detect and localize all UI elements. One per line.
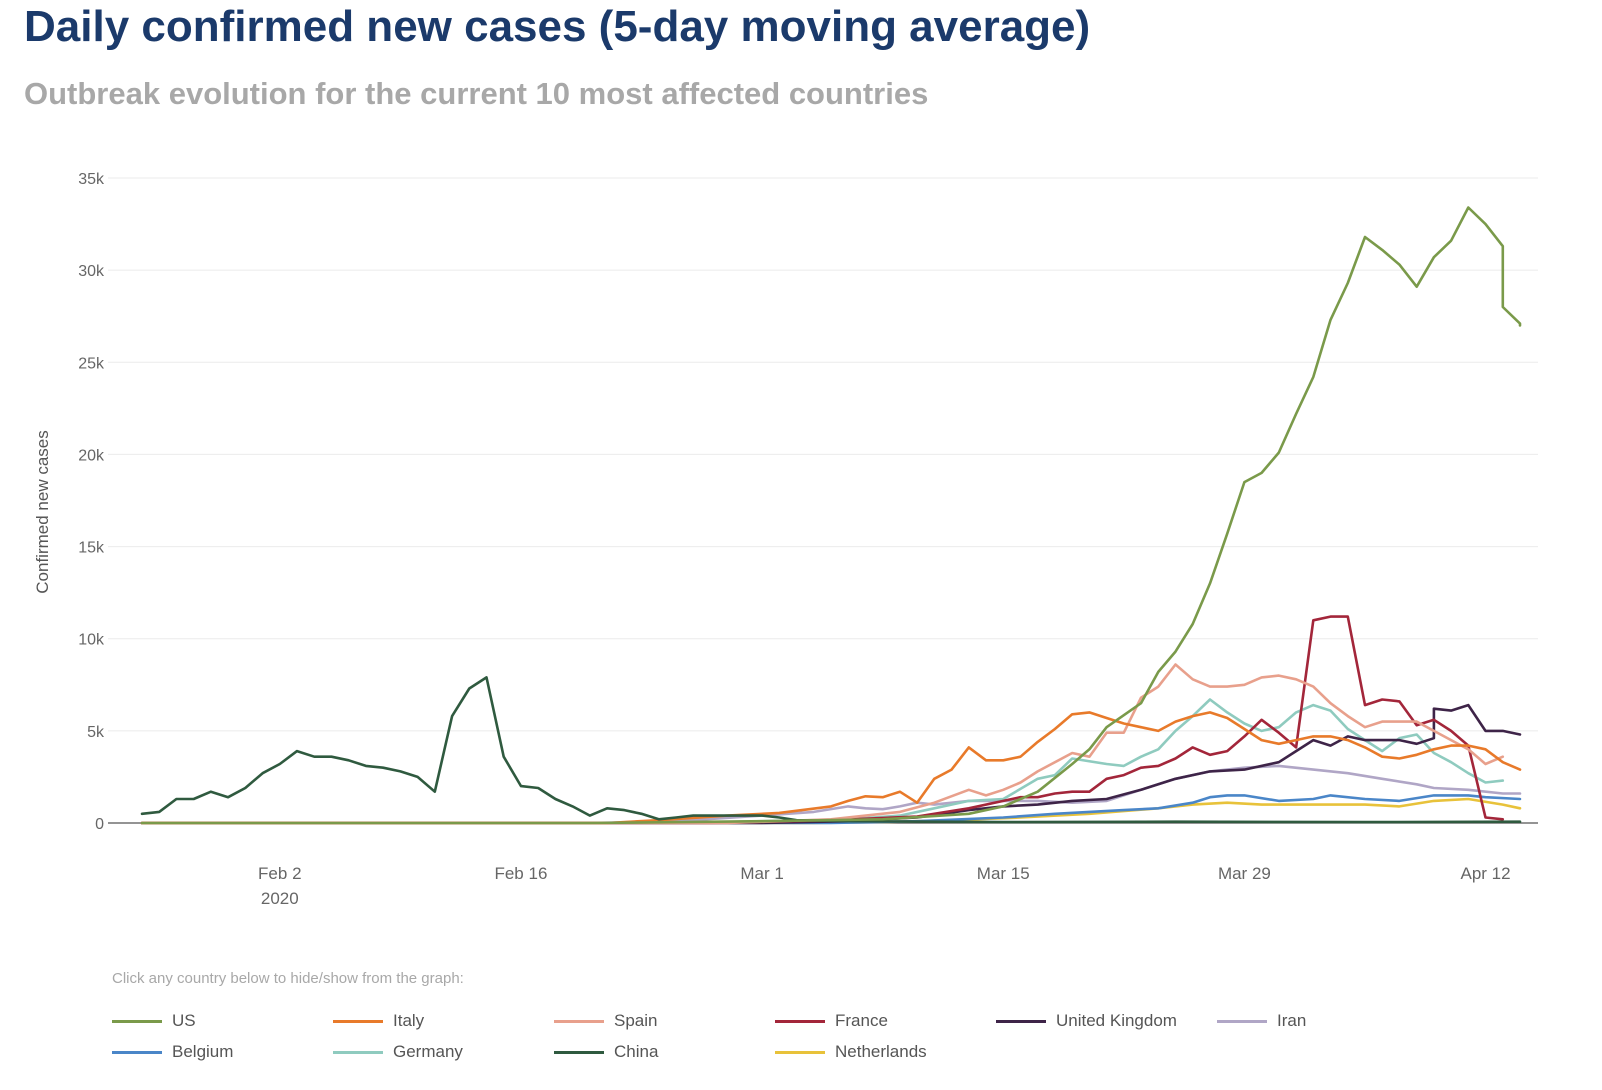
legend-item-iran[interactable]: Iran [1217,1008,1306,1034]
legend-swatch [775,1050,825,1054]
legend-label: Netherlands [835,1042,927,1061]
chart-subtitle: Outbreak evolution for the current 10 mo… [24,76,929,111]
legend-item-us[interactable]: US [112,1008,196,1034]
legend-swatch [996,1019,1046,1023]
x-tick-label: Mar 1 [740,864,783,883]
series-line-belgium[interactable] [140,794,1522,825]
y-tick-label: 20k [78,447,105,464]
legend-item-spain[interactable]: Spain [554,1008,657,1034]
legend-item-italy[interactable]: Italy [333,1008,424,1034]
y-tick-label: 30k [78,263,105,280]
legend-item-china[interactable]: China [554,1039,658,1065]
legend-item-netherlands[interactable]: Netherlands [775,1039,927,1065]
chart-title: Daily confirmed new cases (5-day moving … [24,2,1091,51]
series-line-spain[interactable] [140,663,1505,825]
legend-label: Belgium [172,1042,234,1061]
y-tick-label: 5k [87,724,105,741]
legend-swatch [333,1050,383,1054]
gridlines [108,177,1538,824]
y-axis-label: Confirmed new cases [33,430,52,593]
x-tick-label: Mar 29 [1218,864,1271,883]
x-tick-label: Apr 12 [1461,864,1511,883]
y-tick-label: 35k [78,171,105,188]
legend-label: US [172,1011,196,1030]
legend-swatch [112,1019,162,1023]
legend-label: France [835,1011,888,1030]
x-axis: Feb 2 Feb 16 Mar 1 Mar 15 Mar 29 Apr 12 2020 [258,864,1511,908]
y-tick-label: 0 [95,816,104,833]
x-tick-label: Feb 2 [258,864,301,883]
legend-item-united-kingdom[interactable]: United Kingdom [996,1008,1177,1034]
legend-swatch [554,1050,604,1054]
series-line-italy[interactable] [140,711,1522,825]
legend-label: United Kingdom [1056,1011,1177,1030]
legend-label: Iran [1277,1011,1307,1030]
legend-item-belgium[interactable]: Belgium [112,1039,233,1065]
series-line-united-kingdom[interactable] [140,703,1522,825]
legend-item-france[interactable]: France [775,1008,888,1034]
legend-label: Germany [393,1042,463,1061]
series-line-iran[interactable] [140,764,1522,825]
x-tick-label: Feb 16 [494,864,547,883]
legend-swatch [333,1019,383,1023]
legend-swatch [1217,1019,1267,1023]
y-tick-label: 25k [78,355,105,372]
legend-label: Italy [393,1011,425,1030]
x-year-label: 2020 [261,889,299,908]
legend-hint: Click any country below to hide/show fro… [112,970,464,987]
series-line-us[interactable] [140,206,1522,825]
y-tick-label: 10k [78,632,105,649]
series-lines [140,206,1522,825]
legend-label: Spain [614,1011,658,1030]
legend-item-germany[interactable]: Germany [333,1039,463,1065]
series-line-france[interactable] [140,615,1505,825]
x-tick-label: Mar 15 [977,864,1030,883]
series-line-germany[interactable] [140,698,1505,825]
legend-label: China [614,1042,659,1061]
y-axis: 0 5k 10k 15k 20k 25k 30k 35k [78,171,105,833]
line-chart: 0 5k 10k 15k 20k 25k 30k 35k Feb 2 Feb 16 Mar 1 Ma… [33,171,1538,908]
series-line-china[interactable] [140,676,1522,824]
legend-swatch [112,1050,162,1054]
legend-swatch [554,1019,604,1023]
y-tick-label: 15k [78,540,105,557]
legend-swatch [775,1019,825,1023]
